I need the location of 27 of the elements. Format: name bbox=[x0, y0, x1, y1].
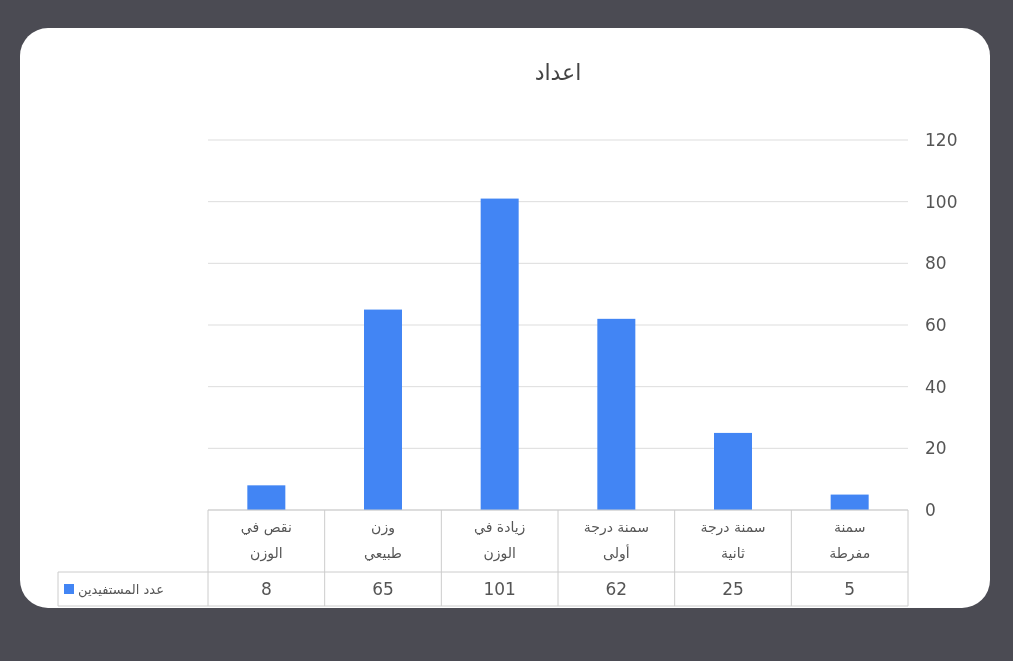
y-tick-label: 20 bbox=[925, 438, 947, 459]
data-label: 101 bbox=[483, 579, 516, 599]
y-tick-label: 40 bbox=[925, 376, 947, 397]
data-label: 25 bbox=[722, 579, 744, 599]
data-label: 65 bbox=[372, 579, 394, 599]
bar bbox=[830, 494, 869, 510]
data-label: 8 bbox=[260, 579, 272, 599]
x-tick-label: سمنة مفرطة bbox=[829, 519, 871, 562]
y-tick-label: 60 bbox=[925, 315, 947, 335]
data-label: 62 bbox=[605, 579, 628, 599]
bar bbox=[247, 485, 286, 510]
bar bbox=[597, 318, 636, 510]
bar bbox=[480, 198, 519, 510]
bar bbox=[714, 432, 752, 510]
y-tick-label: 120 bbox=[925, 130, 958, 150]
x-tick-label: سمنة درجة ثانية bbox=[700, 519, 766, 561]
legend-label: عدد المستفيدين bbox=[78, 582, 164, 598]
data-label: 5 bbox=[844, 579, 856, 599]
y-tick-label: 0 bbox=[925, 500, 936, 520]
chart-title: اعداد bbox=[534, 60, 582, 85]
y-tick-label: 100 bbox=[925, 191, 958, 212]
bar bbox=[364, 309, 402, 510]
x-tick-label: زيادة في الوزن bbox=[474, 519, 526, 562]
x-tick-label: نقص في الوزن bbox=[240, 519, 292, 562]
x-tick-label: سمنة درجة أولى bbox=[583, 519, 649, 562]
x-tick-label: وزن طبيعي bbox=[363, 519, 403, 562]
y-tick-label: 80 bbox=[925, 253, 947, 274]
